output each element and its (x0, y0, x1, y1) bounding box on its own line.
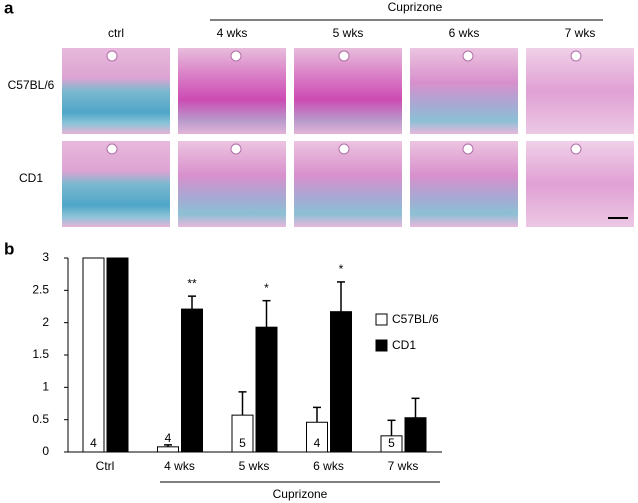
vessel (570, 143, 582, 155)
significance: * (339, 262, 344, 276)
n-label: 7 (412, 436, 419, 450)
histology-image (62, 48, 170, 134)
n-label: 4 (114, 436, 121, 450)
y-tick-label: 1.5 (32, 347, 49, 361)
vessel (106, 143, 118, 155)
n-label: 5 (338, 436, 345, 450)
vessel (338, 143, 350, 155)
n-label: 5 (239, 436, 246, 450)
x-tick-label: 4 wks (164, 459, 195, 473)
histology-image (294, 141, 402, 227)
histology-image (526, 141, 634, 227)
y-tick-label: 2.5 (32, 283, 49, 297)
x-tick-label: Ctrl (96, 459, 115, 473)
vessel (570, 50, 582, 62)
x-tick-label: 7 wks (388, 459, 419, 473)
n-label: 4 (90, 436, 97, 450)
significance: ** (187, 276, 197, 290)
panel-label: b (4, 239, 14, 258)
histology-image (410, 141, 518, 227)
n-label: 5 (263, 436, 270, 450)
n-label: 5 (388, 436, 395, 450)
vessel (462, 143, 474, 155)
vessel (230, 50, 242, 62)
vessel (338, 50, 350, 62)
column-label: ctrl (108, 26, 124, 40)
row-label: CD1 (19, 171, 43, 185)
y-tick-label: 0.5 (32, 412, 49, 426)
n-label: 4 (165, 431, 172, 445)
panel-label: a (4, 0, 14, 17)
histology-image (526, 48, 634, 134)
vessel (230, 143, 242, 155)
bar (157, 446, 179, 453)
group-label: Cuprizone (273, 487, 328, 501)
column-label: 5 wks (333, 26, 364, 40)
histology-image (178, 48, 286, 134)
n-label: 7 (189, 436, 196, 450)
x-tick-label: 5 wks (239, 459, 270, 473)
histology-image (178, 141, 286, 227)
column-label: 6 wks (449, 26, 480, 40)
vessel (462, 50, 474, 62)
legend-label: CD1 (392, 338, 416, 352)
significance: * (264, 281, 269, 295)
y-tick-label: 0 (42, 444, 49, 458)
x-tick-label: 6 wks (313, 459, 344, 473)
bar (82, 257, 105, 453)
y-tick-label: 3 (42, 250, 49, 264)
legend-swatch (375, 313, 388, 326)
bar (255, 326, 278, 453)
column-label: 7 wks (565, 26, 596, 40)
bar (330, 311, 352, 453)
column-label: 4 wks (217, 26, 248, 40)
histology-image (410, 48, 518, 134)
y-tick-label: 1 (42, 380, 49, 394)
row-label: C57BL/6 (8, 78, 55, 92)
n-label: 4 (314, 436, 321, 450)
y-tick-label: 2 (42, 315, 49, 329)
legend-swatch (375, 339, 388, 352)
vessel (106, 50, 118, 62)
histology-image (294, 48, 402, 134)
bar (106, 257, 129, 453)
bar (181, 308, 203, 453)
legend-label: C57BL/6 (392, 312, 439, 326)
histology-image (62, 141, 170, 227)
group-label: Cuprizone (388, 0, 443, 14)
